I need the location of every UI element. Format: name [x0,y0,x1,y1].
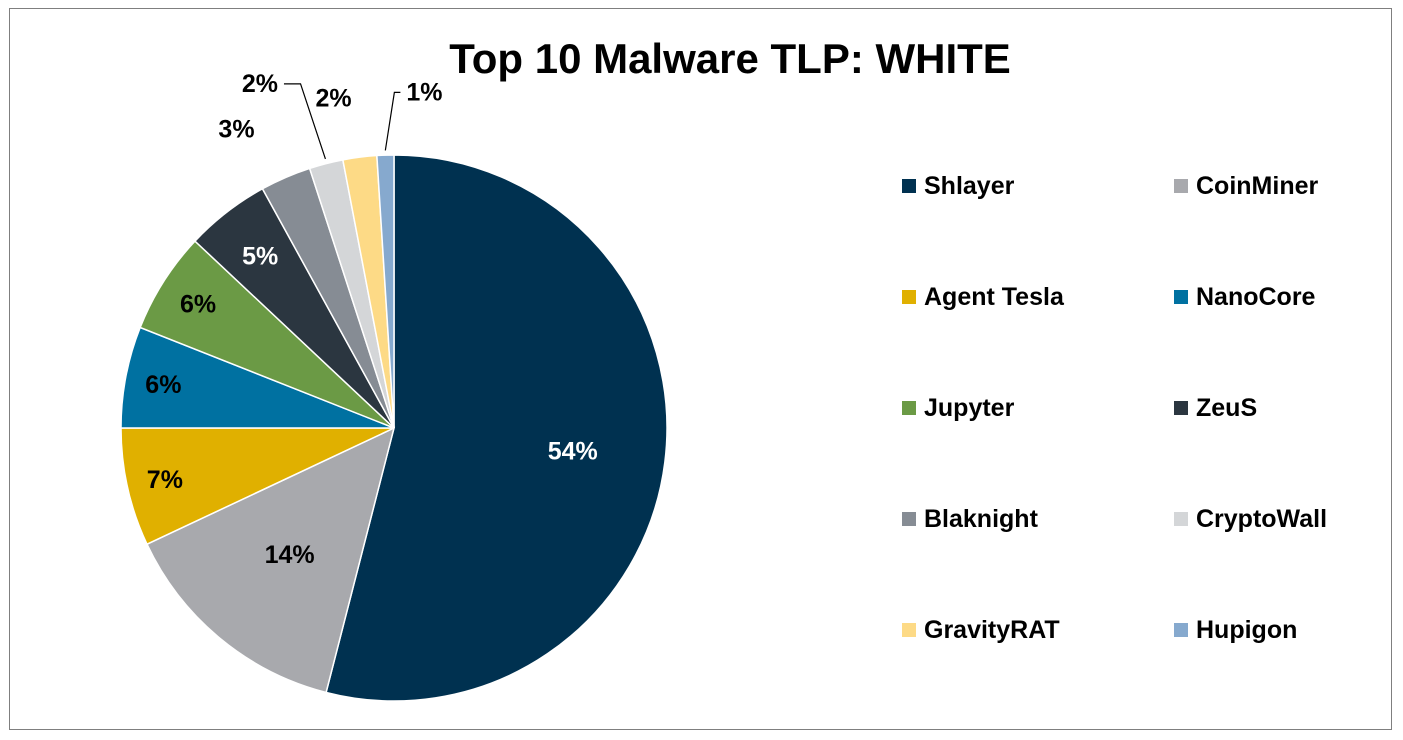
legend-label-zeus: ZeuS [1196,394,1257,422]
data-label-shlayer: 54% [548,438,598,466]
slice-coinminer [145,426,396,694]
legend-swatch-cryptowall [1174,512,1188,526]
legend-swatch-blaknight [902,512,916,526]
data-label-coinminer: 14% [265,541,315,569]
legend: Shlayer CoinMiner Agent Tesla NanoCore Jupyt… [902,172,1327,644]
legend-label-shlayer: Shlayer [924,172,1015,200]
legend-swatch-gravityrat [902,623,916,637]
leader-line-cryptowall [283,83,326,160]
legend-label-agent-tesla: Agent Tesla [924,283,1065,311]
legend-swatch-nanocore [1174,290,1188,304]
legend-label-jupyter: Jupyter [924,394,1015,422]
legend-swatch-jupyter [902,401,916,415]
data-label-nanocore: 6% [145,371,181,399]
legend-swatch-hupigon [1174,623,1188,637]
legend-label-hupigon: Hupigon [1196,616,1297,644]
legend-swatch-coinminer [1174,179,1188,193]
slice-hupigon [376,154,395,429]
data-label-blaknight: 3% [218,115,254,143]
slice-shlayer [325,154,668,702]
legend-label-blaknight: Blaknight [924,505,1039,533]
data-labels: 54% 14% 7% 6% 6% 5% 3% 2% 2% 1% [145,70,597,569]
legend-label-nanocore: NanoCore [1196,283,1316,311]
pie-slices [120,154,668,702]
data-label-zeus: 5% [242,242,278,270]
data-label-hupigon: 1% [406,78,442,106]
data-label-gravityrat: 2% [316,85,352,113]
leader-line-hupigon [384,91,401,151]
data-label-agent-tesla: 7% [147,466,183,494]
data-label-jupyter: 6% [180,291,216,319]
slice-agent-tesla [120,427,395,546]
data-label-cryptowall: 2% [242,70,278,98]
chart-title: Top 10 Malware TLP: WHITE [449,35,1011,82]
leader-lines [283,83,401,160]
legend-swatch-zeus [1174,401,1188,415]
legend-label-cryptowall: CryptoWall [1196,505,1327,533]
legend-label-gravityrat: GravityRAT [924,616,1060,644]
legend-swatch-agent-tesla [902,290,916,304]
legend-swatch-shlayer [902,179,916,193]
legend-label-coinminer: CoinMiner [1196,172,1318,200]
